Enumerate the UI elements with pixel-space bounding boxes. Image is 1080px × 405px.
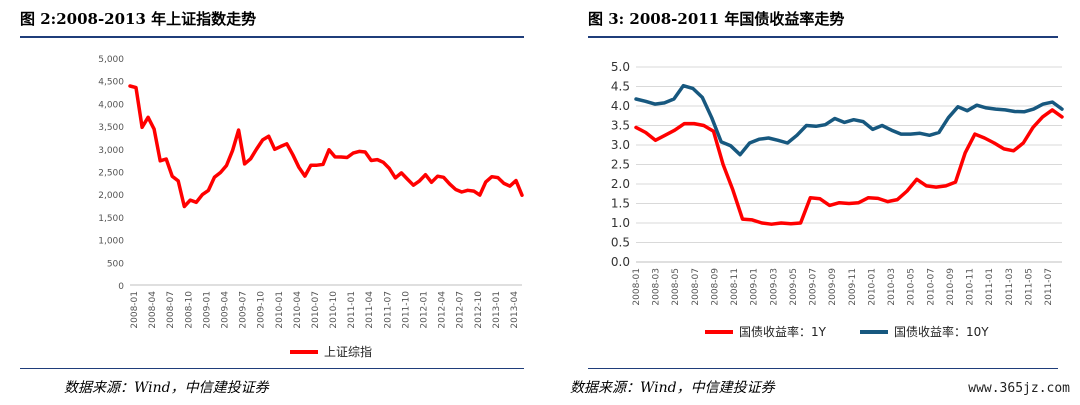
right-top-rule (588, 36, 1058, 38)
left-x-tick-label: 2012-04 (438, 291, 448, 329)
right-x-tick-label: 2010-09 (946, 268, 956, 306)
right-x-tick-label: 2009-01 (750, 268, 760, 306)
right-series-line-1 (634, 83, 1064, 157)
left-y-tick-label: 500 (107, 259, 124, 269)
left-x-tick-label: 2011-04 (365, 291, 375, 329)
left-x-tick-label: 2011-01 (347, 291, 357, 329)
right-x-tick-label: 2008-05 (671, 268, 681, 306)
right-x-tick-label: 2009-07 (809, 268, 819, 306)
right-x-tick-label: 2010-01 (867, 268, 877, 306)
left-y-tick-label: 2,000 (98, 191, 124, 201)
right-x-tick-label: 2008-11 (730, 268, 740, 306)
right-x-tick-label: 2009-11 (848, 268, 858, 306)
left-y-tick-label: 3,500 (98, 123, 124, 133)
left-x-tick-label: 2010-07 (311, 291, 321, 329)
right-figure-title: 图 3: 2008-2011 年国债收益率走势 (588, 10, 845, 28)
right-y-tick-label: 3.5 (611, 119, 630, 133)
left-panel: 图 2:2008-2013 年上证指数走势 0 500 1,000 1,500 2,00… (20, 10, 524, 396)
right-y-tick-label: 1.0 (611, 216, 630, 230)
left-x-tick-label: 2009-10 (257, 291, 267, 329)
left-x-tick-label: 2009-04 (220, 291, 230, 329)
left-y-tick-label: 1,500 (98, 214, 124, 224)
left-y-tick-label: 1,000 (98, 237, 124, 247)
left-x-tick-label: 2008-04 (148, 291, 158, 329)
right-x-tick-label: 2008-09 (710, 268, 720, 306)
left-x-tick-label: 2008-07 (166, 291, 176, 329)
left-y-tick-label: 2,500 (98, 169, 124, 179)
left-x-tick-label: 2008-01 (130, 291, 140, 329)
left-source-note: 数据来源：Wind，中信建投证券 (64, 380, 269, 396)
right-legend-label-1: 国债收益率：10Y (894, 324, 989, 339)
right-x-tick-label: 2010-07 (926, 268, 936, 306)
left-y-tick-label: 3,000 (98, 146, 124, 156)
right-source-note: 数据来源：Wind，中信建投证券 (570, 380, 775, 396)
left-x-tick-label: 2009-07 (239, 291, 249, 329)
left-x-tick-label: 2008-10 (184, 291, 194, 329)
left-x-tick-label: 2012-07 (456, 291, 466, 329)
right-x-tick-label: 2011-01 (985, 268, 995, 306)
right-x-tick-label: 2008-07 (691, 268, 701, 306)
left-x-tick-label: 2011-07 (383, 291, 393, 329)
right-x-tick-label: 2009-09 (828, 268, 838, 306)
right-x-tick-label: 2008-01 (632, 268, 642, 306)
left-x-tick-label: 2013-04 (510, 291, 520, 329)
left-legend-label-0: 上证综指 (324, 344, 372, 359)
right-series-line-0 (634, 108, 1064, 226)
left-series-line-0 (128, 84, 524, 209)
left-x-tick-label: 2012-10 (474, 291, 484, 329)
left-figure-title: 图 2:2008-2013 年上证指数走势 (20, 10, 257, 28)
shanghai-index-chart: 0 500 1,000 1,500 2,000 2,500 3,000 3,500 4,000 4… (98, 55, 524, 359)
right-y-tick-label: 2.0 (611, 177, 630, 191)
right-x-tick-label: 2008-03 (652, 268, 662, 306)
left-y-tick-label: 4,500 (98, 78, 124, 88)
right-y-tick-label: 0.0 (611, 255, 630, 269)
left-bottom-rule (20, 368, 524, 369)
left-y-tick-label: 5,000 (98, 55, 124, 65)
right-x-tick-label: 2011-07 (1044, 268, 1054, 306)
right-x-tick-label: 2011-03 (1005, 268, 1015, 306)
right-y-tick-label: 4.0 (611, 99, 630, 113)
left-y-tick-label: 0 (118, 282, 124, 292)
left-x-tick-label: 2010-10 (329, 291, 339, 329)
left-x-tick-label: 2009-01 (202, 291, 212, 329)
right-x-tick-label: 2010-03 (887, 268, 897, 306)
left-x-tick-label: 2013-01 (492, 291, 502, 329)
watermark: www.365jz.com (968, 381, 1070, 396)
right-legend-label-0: 国债收益率：1Y (739, 324, 827, 339)
right-x-tick-label: 2009-03 (769, 268, 779, 306)
right-panel: 图 3: 2008-2011 年国债收益率走势 0.0 0.5 1.0 1.5 2.0 2… (540, 0, 1080, 405)
left-x-tick-label: 2011-10 (401, 291, 411, 329)
right-x-tick-label: 2010-05 (907, 268, 917, 306)
right-y-tick-label: 1.5 (611, 197, 630, 211)
right-x-tick-label: 2009-05 (789, 268, 799, 306)
treasury-yield-chart: 0.0 0.5 1.0 1.5 2.0 2.5 3.0 3.5 4.0 4.5 5.0 2008-01… (611, 60, 1064, 339)
right-y-tick-label: 3.0 (611, 138, 630, 152)
right-bottom-rule (588, 368, 1058, 369)
left-y-tick-label: 4,000 (98, 100, 124, 110)
right-y-tick-label: 4.5 (611, 80, 630, 94)
right-y-tick-label: 5.0 (611, 60, 630, 74)
right-x-tick-label: 2010-11 (966, 268, 976, 306)
right-y-tick-label: 0.5 (611, 236, 630, 250)
right-y-tick-label: 2.5 (611, 158, 630, 172)
left-x-tick-label: 2010-01 (275, 291, 285, 329)
left-x-tick-label: 2010-04 (293, 291, 303, 329)
right-x-tick-label: 2011-05 (1024, 268, 1034, 306)
left-top-rule (20, 36, 524, 38)
left-x-tick-label: 2012-01 (420, 291, 430, 329)
